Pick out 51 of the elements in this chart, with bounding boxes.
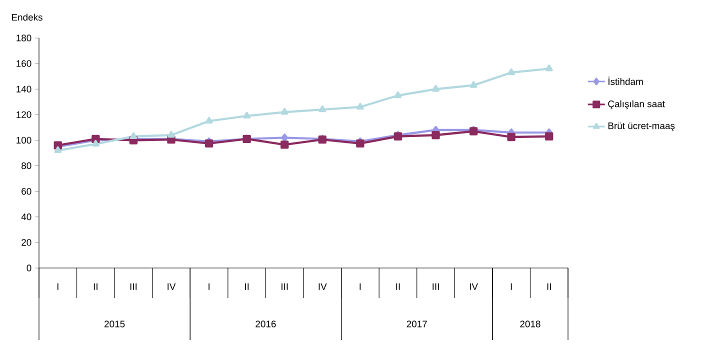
y-tick-label: 140 (16, 86, 32, 92)
text: 2018 (520, 320, 540, 328)
x-tick-label: I (510, 283, 512, 290)
legend-label: Çalışılan saat (608, 100, 665, 110)
y-tick-label: 80 (22, 162, 32, 170)
y-tick-label: 20 (22, 239, 32, 246)
text: 2017 (406, 320, 427, 328)
point (545, 132, 554, 140)
point (280, 140, 289, 149)
text: 2015 (104, 320, 125, 328)
y-axis-title: Endeks (12, 14, 42, 21)
point (432, 131, 440, 140)
y-tick-label: 100 (16, 136, 32, 144)
point (130, 132, 138, 139)
x-tick-label: III (432, 283, 439, 290)
legend-label: İstihdam (608, 76, 643, 85)
point (280, 108, 288, 115)
point (394, 91, 402, 98)
x-tick-label: II (547, 283, 551, 290)
point (205, 116, 213, 124)
point (545, 64, 553, 72)
y-tick-label: 0 (26, 264, 32, 272)
x-tick-label: II (245, 283, 249, 290)
x-tick-label: III (282, 283, 288, 290)
x-tick-label: I (208, 283, 210, 290)
text: 2016 (256, 320, 276, 328)
point (470, 81, 478, 88)
x-tick-label: III (130, 283, 137, 290)
point (92, 140, 100, 147)
point (356, 102, 364, 110)
x-tick-label: I (360, 283, 361, 290)
point (168, 131, 175, 138)
x-tick-label: IV (318, 283, 327, 290)
point (318, 105, 326, 112)
x-tick-label: II (94, 283, 98, 290)
y-tick-label: 180 (16, 34, 32, 42)
x-tick-label: II (396, 283, 400, 290)
legend-label: Brüt ücret-maaş (608, 122, 675, 132)
y-tick-label: 40 (21, 214, 32, 220)
point (507, 132, 516, 142)
point (243, 112, 251, 119)
x-tick-label: IV (168, 283, 176, 290)
y-tick-label: 60 (22, 188, 32, 195)
y-tick-label: 120 (16, 111, 32, 118)
y-tick-label: 160 (16, 60, 32, 67)
point (281, 134, 288, 142)
point (508, 68, 516, 76)
point (432, 85, 440, 92)
x-tick-label: I (57, 283, 58, 290)
x-tick-label: IV (470, 283, 478, 290)
point (54, 146, 62, 154)
